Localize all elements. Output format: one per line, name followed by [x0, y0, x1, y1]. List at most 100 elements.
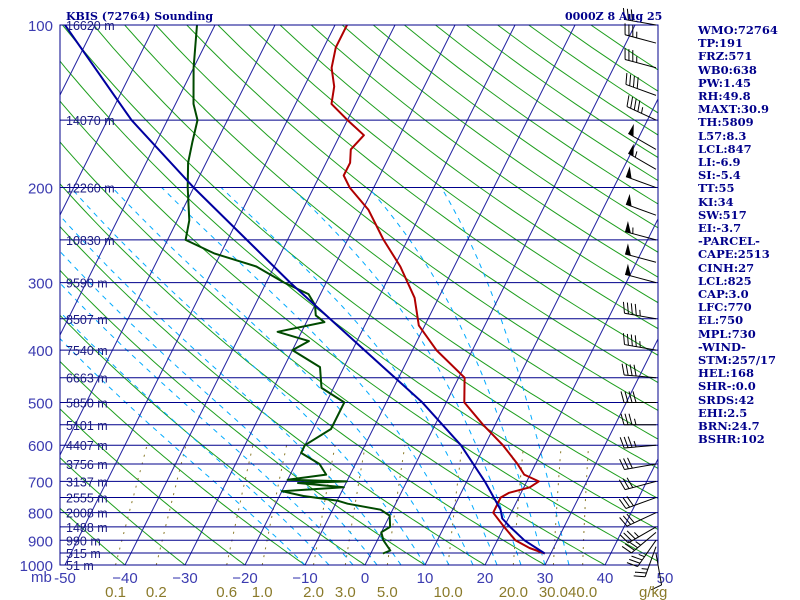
- wind-barb-flag: [633, 575, 646, 578]
- plot-frame: [59, 24, 659, 566]
- wind-barb-flag: [630, 9, 633, 21]
- mixing-ratio-line: [512, 445, 525, 565]
- wind-barb: [622, 301, 657, 320]
- wind-barb: [633, 546, 657, 578]
- wind-barb-flag: [623, 532, 633, 542]
- isotherm-line: [604, 457, 658, 565]
- temperature-tick-label: −20: [232, 570, 257, 587]
- wind-barb-flag: [628, 413, 633, 425]
- wind-barb-staff: [624, 374, 657, 379]
- wind-barb-flag: [620, 413, 625, 425]
- index-row: TT:55: [698, 181, 735, 196]
- height-label: 4407 m: [66, 439, 108, 453]
- mixing-ratio-tick-label: 0.6: [216, 584, 237, 600]
- moist-adiabat-line: [60, 215, 402, 565]
- wind-barb-staff: [626, 512, 657, 527]
- wind-barb-half-flag: [633, 440, 637, 448]
- wind-barb-flag: [622, 497, 631, 508]
- pressure-tick-label: 200: [28, 181, 53, 198]
- temperature-tick-label: −40: [112, 570, 137, 587]
- wind-barb: [628, 143, 657, 170]
- wind-barb-flag: [626, 562, 638, 567]
- index-row: PW:1.45: [698, 75, 752, 90]
- height-label: 3137 m: [66, 475, 108, 489]
- wind-barb-flag: [627, 436, 633, 448]
- wind-barb: [621, 363, 657, 379]
- height-label: 2008 m: [66, 507, 108, 521]
- height-label: 1488 m: [66, 521, 108, 535]
- isotherm-line: [64, 25, 336, 565]
- wind-barb-staff: [625, 497, 657, 509]
- index-row: LI:-6.9: [698, 155, 741, 170]
- wind-barb-half-flag: [635, 541, 641, 546]
- wind-barb-flag: [634, 335, 637, 347]
- wind-barb: [625, 73, 657, 96]
- wind-barb-flag: [636, 77, 639, 89]
- wind-barb-half-flag: [634, 151, 638, 158]
- index-row: FRZ:571: [698, 49, 753, 64]
- pressure-tick-labels: 100 200 300 400 500 600 700 800 900 1000: [20, 18, 53, 575]
- wind-barb: [618, 496, 657, 509]
- index-row: SW:517: [698, 207, 747, 222]
- wind-barb-flag: [626, 530, 636, 540]
- wind-barb-flag: [623, 436, 629, 448]
- index-row: SI:-5.4: [698, 168, 741, 183]
- index-row: MPL:730: [698, 326, 756, 341]
- station-title: KBIS (72764) Sounding: [66, 10, 214, 23]
- wind-barb: [625, 166, 657, 189]
- wind-barb: [620, 391, 656, 403]
- index-row: TP:191: [698, 36, 744, 51]
- temperature-tick-label: 0: [361, 570, 369, 587]
- height-label: 515 m: [66, 547, 101, 561]
- wind-barb: [619, 436, 657, 449]
- wind-barb-flag: [631, 555, 643, 561]
- wind-barb-pennant: [628, 123, 634, 137]
- index-row: HEL:168: [698, 366, 754, 381]
- isotherm-line: [60, 25, 156, 217]
- mixing-ratio-line: [313, 445, 336, 565]
- isotherm-line: [304, 25, 576, 565]
- wind-barb-flag: [630, 96, 634, 109]
- isotherm-line: [484, 217, 658, 565]
- index-row: EHI:2.5: [698, 405, 748, 420]
- index-row: -WIND-: [698, 339, 746, 354]
- wind-barb-flag: [624, 543, 635, 551]
- wind-barb: [620, 413, 656, 426]
- mixing-ratio-line: [115, 445, 148, 565]
- wind-barb-half-flag: [634, 418, 637, 425]
- pressure-tick-label: 500: [28, 395, 53, 412]
- mixing-ratio-tick-label: 0.1: [105, 584, 126, 600]
- wind-barb: [651, 553, 663, 591]
- wind-barb-pennant: [625, 243, 631, 256]
- pressure-tick-label: 900: [28, 533, 53, 550]
- wind-barb-flag: [635, 571, 647, 574]
- wind-barb: [625, 193, 657, 216]
- isotherm-line: [544, 337, 658, 565]
- temperature-tick-label: 20: [477, 570, 494, 587]
- mixing-ratio-line: [582, 445, 590, 565]
- wind-barb-staff: [624, 480, 657, 491]
- temperature-tick-label: -50: [54, 570, 76, 587]
- wind-barb-flag: [624, 391, 629, 403]
- wind-barb-staff: [625, 83, 657, 96]
- wind-barb: [626, 95, 657, 121]
- wind-barb: [618, 477, 657, 491]
- isotherm-line: [124, 25, 396, 565]
- wind-barb-flag: [621, 363, 625, 376]
- wind-barb-staff: [655, 553, 663, 586]
- wind-barbs: [618, 8, 663, 591]
- wind-barb: [622, 333, 657, 351]
- wind-barb-staff: [637, 540, 657, 567]
- valid-time: 0000Z 8 Aug 25: [565, 10, 663, 23]
- height-label: 12260 m: [66, 182, 115, 196]
- wind-barb-half-flag: [638, 553, 645, 558]
- wind-barb-staff: [628, 526, 657, 544]
- sounding-indices-panel: WMO:72764 TP:191 FRZ:571 WB0:638 PW:1.45 RH:4…: [698, 23, 798, 447]
- pressure-tick-label: 600: [28, 438, 53, 455]
- mixing-ratio-tick-label: 1.0: [252, 584, 273, 600]
- wind-barb-flag: [632, 391, 637, 403]
- wind-barb: [619, 526, 657, 544]
- index-row: -PARCEL-: [698, 234, 760, 249]
